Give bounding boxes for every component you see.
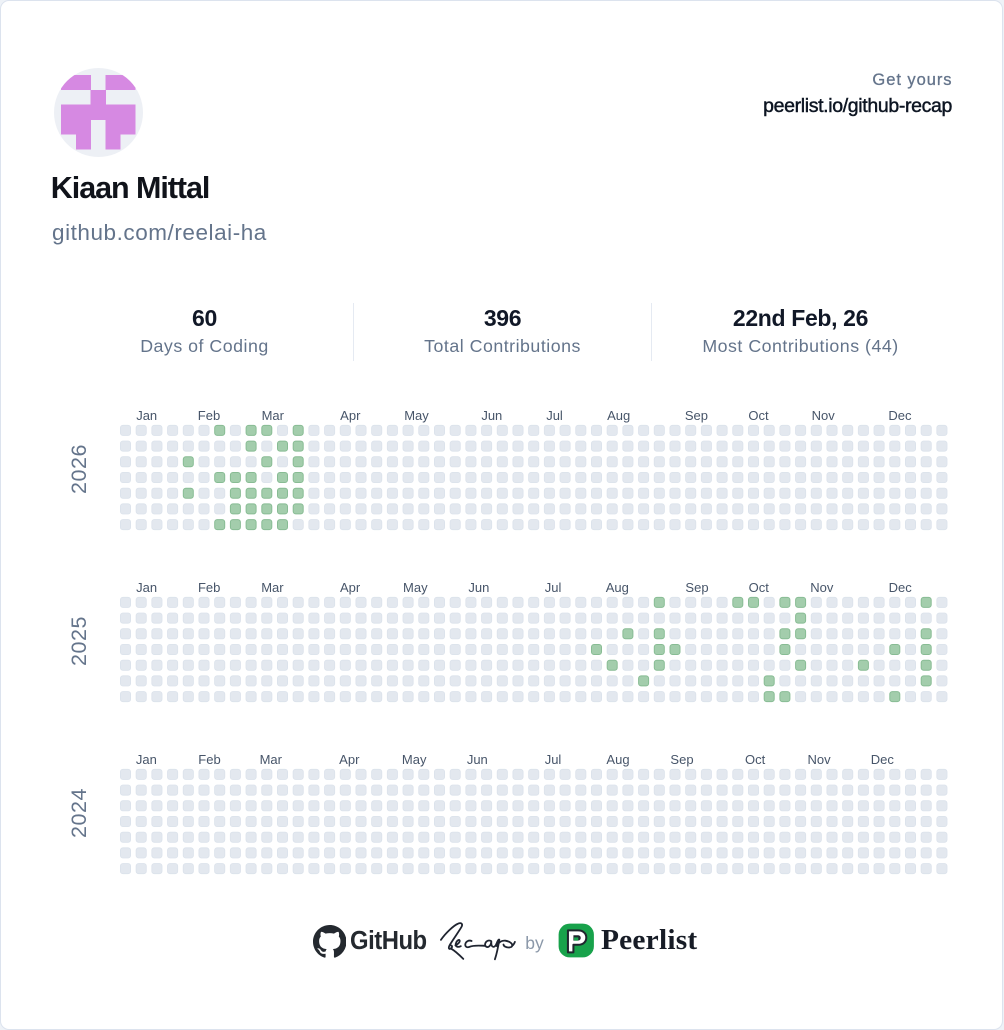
svg-text:Jul: Jul: [545, 580, 562, 595]
svg-text:Nov: Nov: [810, 580, 834, 595]
svg-text:Apr: Apr: [339, 752, 360, 767]
svg-text:Mar: Mar: [261, 580, 284, 595]
svg-text:Aug: Aug: [606, 580, 629, 595]
svg-text:Sep: Sep: [670, 752, 693, 767]
svg-text:Nov: Nov: [807, 752, 831, 767]
svg-text:Apr: Apr: [340, 408, 361, 423]
svg-text:Oct: Oct: [745, 752, 766, 767]
svg-text:Feb: Feb: [198, 580, 220, 595]
svg-text:Jan: Jan: [136, 752, 157, 767]
svg-text:May: May: [404, 408, 429, 423]
svg-text:Aug: Aug: [607, 408, 630, 423]
svg-text:Sep: Sep: [685, 408, 708, 423]
svg-text:Feb: Feb: [198, 752, 220, 767]
svg-text:Aug: Aug: [606, 752, 629, 767]
svg-text:Jul: Jul: [546, 408, 563, 423]
svg-text:Nov: Nov: [811, 408, 835, 423]
svg-text:Jul: Jul: [544, 752, 561, 767]
svg-text:Dec: Dec: [888, 580, 912, 595]
svg-text:Dec: Dec: [888, 408, 912, 423]
svg-text:Jun: Jun: [481, 408, 502, 423]
svg-text:Mar: Mar: [261, 408, 284, 423]
svg-text:Feb: Feb: [198, 408, 220, 423]
svg-text:May: May: [403, 580, 428, 595]
svg-text:Apr: Apr: [340, 580, 361, 595]
svg-text:Jan: Jan: [136, 408, 157, 423]
svg-text:Mar: Mar: [259, 752, 282, 767]
svg-text:Dec: Dec: [871, 752, 895, 767]
svg-text:May: May: [402, 752, 427, 767]
svg-text:Oct: Oct: [748, 408, 769, 423]
svg-text:Oct: Oct: [748, 580, 769, 595]
svg-text:Sep: Sep: [685, 580, 708, 595]
svg-text:Jun: Jun: [467, 752, 488, 767]
svg-text:Jan: Jan: [136, 580, 157, 595]
svg-text:Jun: Jun: [468, 580, 489, 595]
